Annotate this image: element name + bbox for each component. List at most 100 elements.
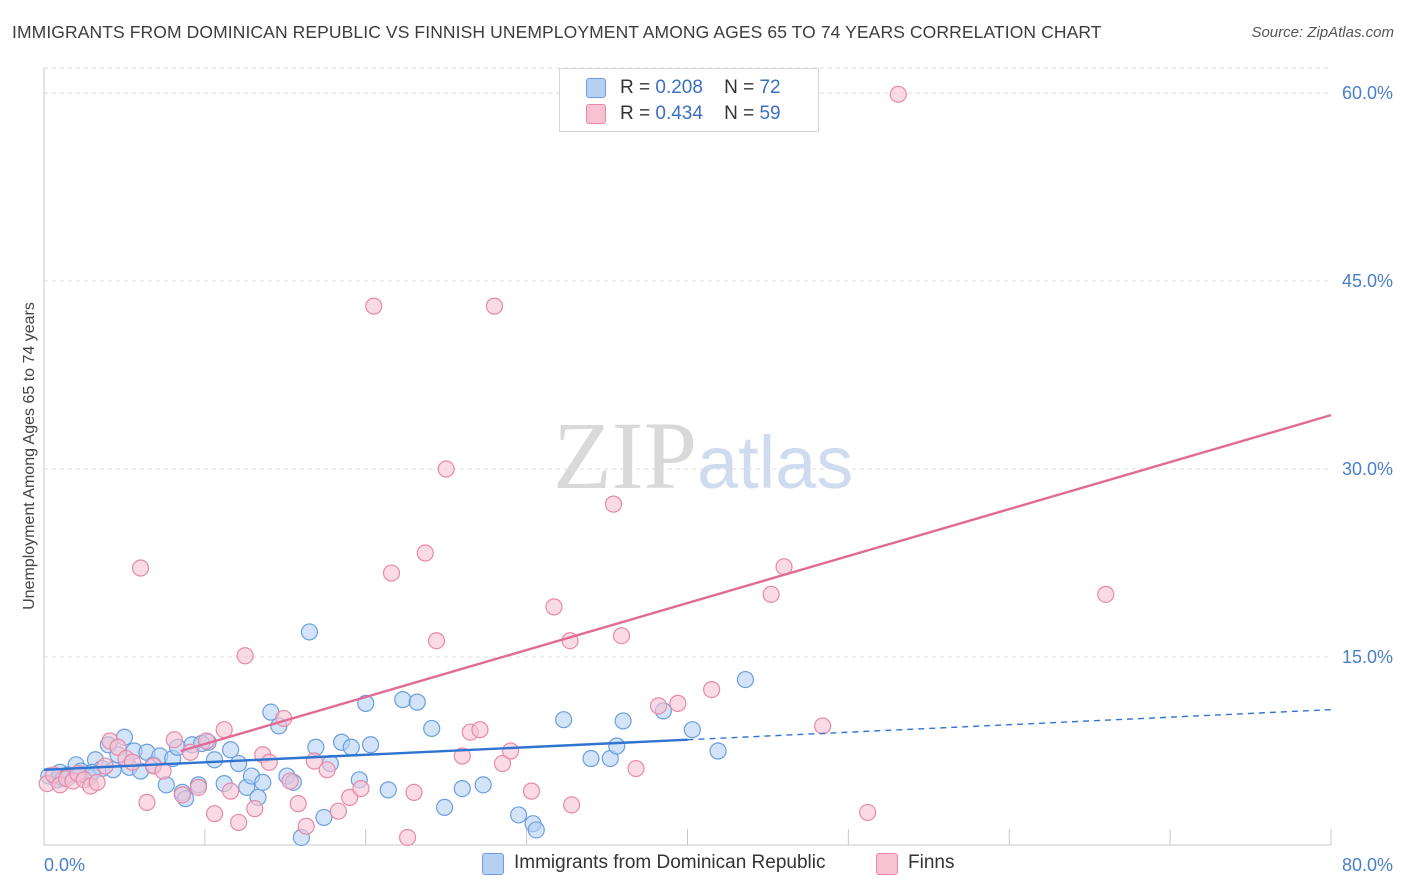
legend-n-value: 72	[759, 77, 781, 98]
data-point-blue	[205, 751, 224, 769]
data-point-blue	[509, 806, 528, 824]
correlation-legend: R = 0.208 N = 72 R = 0.434 N = 59	[559, 68, 819, 132]
bottom-legend-swatch-pink	[876, 853, 898, 875]
watermark: ZIPatlas	[553, 400, 853, 511]
data-point-pink	[889, 85, 907, 103]
data-point-pink	[762, 585, 780, 603]
data-point-blue	[614, 712, 632, 730]
data-point-pink	[236, 647, 254, 665]
data-point-pink	[123, 753, 142, 771]
data-point-blue	[361, 736, 380, 754]
trend-line-blue	[43, 738, 688, 772]
legend-r-label: R =	[620, 103, 651, 124]
data-point-pink	[669, 694, 687, 712]
data-point-blue	[423, 719, 441, 738]
data-point-pink	[341, 788, 359, 806]
data-point-blue	[254, 773, 272, 791]
data-point-pink	[493, 754, 512, 773]
y-axis-label: Unemployment Among Ages 65 to 74 years	[21, 302, 38, 610]
data-point-pink	[189, 778, 208, 796]
legend-text-pink: R = 0.434 N = 59	[620, 103, 781, 125]
y-tick-label: 15.0%	[1342, 647, 1393, 667]
data-point-blue	[474, 776, 492, 794]
data-point-pink	[138, 793, 156, 811]
data-point-blue	[683, 721, 701, 739]
watermark-zip: ZIP	[553, 402, 697, 509]
x-tick-label-min: 0.0%	[44, 855, 85, 875]
data-point-pink	[485, 297, 504, 315]
data-point-pink	[522, 782, 541, 800]
data-point-pink	[604, 495, 623, 513]
legend-r-value: 0.208	[655, 77, 703, 98]
trend-line-extension-blue	[687, 708, 1332, 741]
data-point-pink	[501, 742, 520, 760]
legend-n-label: N =	[724, 103, 755, 124]
data-point-pink	[260, 753, 278, 771]
data-point-pink	[230, 813, 248, 832]
legend-text-blue: R = 0.208 N = 72	[620, 77, 781, 99]
y-tick-label: 30.0%	[1342, 459, 1393, 479]
chart-title: IMMIGRANTS FROM DOMINICAN REPUBLIC VS FI…	[12, 22, 1102, 42]
data-point-blue	[408, 693, 426, 711]
data-point-pink	[859, 803, 877, 822]
data-point-pink	[329, 802, 348, 820]
data-point-pink	[246, 800, 264, 818]
data-point-pink	[612, 627, 631, 645]
data-point-blue	[555, 711, 573, 729]
data-point-blue	[300, 623, 319, 641]
legend-n-value: 59	[759, 103, 781, 124]
legend-n-label: N =	[724, 77, 755, 98]
data-point-pink	[165, 731, 183, 749]
data-point-pink	[627, 759, 645, 778]
data-point-pink	[545, 598, 563, 616]
data-point-pink	[131, 559, 150, 577]
data-point-pink	[365, 297, 383, 315]
data-point-pink	[563, 796, 581, 814]
bottom-legend-swatch-blue	[482, 853, 504, 875]
y-tick-label: 45.0%	[1342, 271, 1393, 291]
y-tick-label: 60.0%	[1342, 83, 1393, 103]
data-point-blue	[527, 821, 545, 839]
data-point-pink	[297, 817, 315, 835]
data-point-pink	[281, 772, 299, 790]
bottom-legend-label-pink: Finns	[908, 852, 955, 873]
data-point-pink	[215, 721, 233, 739]
legend-r-label: R =	[620, 77, 651, 98]
data-point-pink	[405, 783, 423, 801]
data-point-pink	[814, 717, 832, 735]
data-point-blue	[582, 749, 600, 768]
data-point-pink	[318, 761, 336, 779]
data-point-pink	[1097, 585, 1115, 603]
data-point-blue	[608, 737, 626, 755]
data-point-blue	[453, 780, 471, 798]
legend-swatch-pink	[586, 104, 606, 124]
source-label: Source: ZipAtlas.com	[1251, 24, 1394, 41]
data-point-pink	[382, 564, 401, 582]
data-point-blue	[222, 741, 240, 759]
data-point-pink	[88, 773, 106, 791]
data-point-pink	[649, 697, 668, 715]
data-point-blue	[230, 754, 248, 773]
data-point-blue	[342, 738, 360, 756]
x-tick-label-max: 80.0%	[1342, 855, 1393, 875]
trend-line-pink	[180, 413, 1332, 753]
data-point-blue	[736, 670, 755, 689]
data-point-pink	[205, 805, 224, 823]
legend-swatch-blue	[586, 78, 606, 98]
data-point-blue	[394, 691, 412, 709]
data-point-pink	[703, 680, 721, 699]
data-point-blue	[709, 742, 727, 760]
data-point-pink	[437, 460, 455, 478]
data-point-pink	[453, 747, 471, 765]
bottom-legend-label-blue: Immigrants from Dominican Republic	[514, 852, 826, 873]
data-point-pink	[398, 828, 417, 847]
data-point-pink	[352, 780, 370, 798]
data-point-blue	[379, 781, 397, 799]
data-point-pink	[471, 721, 489, 739]
watermark-atlas: atlas	[697, 421, 854, 504]
data-point-pink	[289, 795, 307, 813]
data-point-pink	[416, 544, 434, 562]
data-point-pink	[173, 786, 191, 804]
data-point-pink	[427, 632, 446, 650]
